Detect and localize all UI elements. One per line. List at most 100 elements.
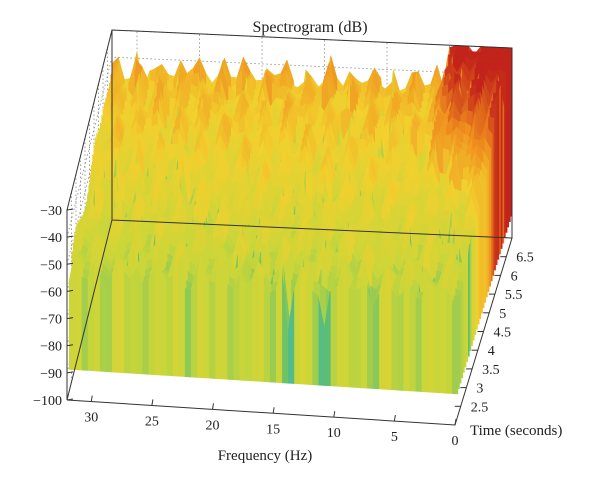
surface-patch-2151 — [214, 267, 222, 380]
surface-patch-2175 — [69, 251, 76, 371]
surface-patch-2156 — [184, 287, 191, 378]
x-tick-label-4: 20 — [206, 418, 220, 433]
z-tick-mark-1 — [66, 371, 74, 374]
z-tick-mark-5 — [66, 262, 74, 265]
surface-patch-2125 — [372, 293, 380, 390]
surface-patch-2147 — [239, 274, 246, 381]
surface-patch-2167 — [117, 256, 125, 374]
y-tick-label-1: 3 — [476, 382, 483, 397]
z-tick-mark-2 — [66, 344, 74, 347]
surface-patch-2155 — [190, 269, 198, 378]
z-tick-label-6: −40 — [40, 231, 62, 246]
x-tick-mark-5 — [151, 399, 154, 406]
y-tick-label-5: 5 — [499, 307, 506, 322]
surface-patch-2145 — [251, 274, 258, 382]
surface-patch-2172 — [87, 262, 94, 372]
z-tick-label-7: −30 — [40, 204, 62, 219]
surface-patch-2152 — [208, 280, 216, 379]
z-tick-mark-6 — [66, 235, 74, 238]
surface-patch-2170 — [99, 271, 106, 372]
surface-patch-2131 — [336, 276, 343, 387]
x-tick-label-5: 25 — [145, 414, 159, 429]
surface-patch-2121 — [396, 290, 404, 391]
z-tick-label-1: −90 — [40, 367, 62, 382]
surface-patch-2144 — [257, 274, 264, 382]
x-tick-mark-3 — [272, 407, 275, 414]
surface-patch-2148 — [232, 275, 240, 381]
surface-patch-2171 — [93, 261, 100, 372]
surface-patch-2123 — [384, 269, 392, 391]
chart-title: Spectrogram (dB) — [252, 19, 367, 36]
surface-patch-2117 — [421, 279, 428, 393]
surface-patch-2166 — [123, 270, 131, 374]
surface-patch-2153 — [202, 269, 210, 379]
surface-patch-2162 — [147, 270, 155, 376]
surface-patch-2168 — [111, 256, 119, 373]
surface-layer — [69, 45, 513, 395]
x-tick-label-0: 0 — [452, 434, 459, 449]
y-tick-label-2: 3.5 — [482, 363, 500, 378]
surface-patch-2146 — [245, 279, 252, 382]
y-tick-label-6: 5.5 — [505, 288, 523, 303]
z-tick-label-0: −100 — [33, 394, 62, 409]
y-tick-label-8: 6.5 — [516, 251, 534, 266]
x-tick-mark-2 — [333, 411, 336, 418]
surface-patch-2160 — [160, 268, 167, 376]
surface-patch-2141 — [275, 269, 283, 384]
surface-patch-2158 — [172, 261, 179, 377]
surface-patch-2165 — [129, 267, 137, 374]
surface-patch-2135 — [311, 289, 319, 386]
surface-patch-2122 — [390, 287, 398, 391]
surface-patch-2150 — [220, 267, 228, 380]
surface-patch-2118 — [414, 297, 422, 392]
x-tick-label-6: 30 — [84, 411, 98, 426]
surface-patch-2130 — [342, 276, 349, 388]
grid-z-6 — [66, 56, 513, 238]
z-tick-label-2: −80 — [40, 340, 62, 355]
z-tick-label-3: −70 — [40, 313, 62, 328]
surface-patch-2127 — [360, 282, 368, 389]
surface-patch-2119 — [408, 286, 416, 392]
surface-patch-2163 — [141, 278, 149, 375]
x-tick-mark-0 — [454, 418, 457, 426]
surface-patch-2136 — [305, 274, 313, 386]
x-tick-mark-4 — [212, 403, 214, 410]
z-tick-mark-7 — [66, 208, 74, 211]
x-tick-label-2: 10 — [327, 426, 341, 441]
y-tick-label-3: 4 — [488, 344, 495, 359]
y-tick-label-0: 2.5 — [471, 400, 489, 415]
surface-patch-2116 — [427, 279, 434, 393]
z-tick-label-5: −50 — [40, 258, 62, 273]
x-tick-mark-6 — [90, 395, 93, 402]
surface-patch-2159 — [166, 275, 173, 377]
surface-patch-2114 — [439, 286, 447, 394]
surface-patch-2115 — [433, 291, 440, 394]
z-tick-mark-4 — [66, 289, 74, 292]
tick-layer: 0 5 10 15 20 25 30 2.5 3 3.5 4 4.5 5 5.5 6 6.5 −100 −90 −8… — [33, 204, 534, 449]
surface-patch-2128 — [354, 287, 362, 389]
surface-patch-2143 — [263, 275, 270, 383]
surface-patch-2132 — [329, 287, 337, 387]
surface-patch-2149 — [226, 283, 234, 381]
x-tick-mark-1 — [393, 415, 396, 422]
x-axis-title: Frequency (Hz) — [218, 448, 313, 464]
z-tick-mark-3 — [66, 317, 74, 320]
y-tick-label-4: 4.5 — [494, 326, 512, 341]
surface-patch-2154 — [196, 269, 204, 379]
y-axis-title: Time (seconds) — [470, 423, 562, 439]
left-wall — [66, 29, 113, 401]
surface-patch-2120 — [402, 285, 410, 392]
surface-patch-2129 — [348, 287, 355, 388]
surface-patch-2169 — [105, 274, 113, 373]
x-tick-label-3: 15 — [266, 422, 280, 437]
surface-patch-2113 — [445, 287, 453, 394]
x-tick-label-1: 5 — [391, 430, 398, 445]
surface-patch-2138 — [293, 275, 301, 385]
surface-patch-2112 — [451, 299, 459, 395]
surface-patch-2164 — [135, 268, 143, 375]
z-tick-label-4: −60 — [40, 285, 62, 300]
surface-patch-2161 — [154, 269, 161, 376]
y-tick-label-7: 6 — [511, 269, 518, 284]
surface-patch-2137 — [299, 274, 307, 385]
